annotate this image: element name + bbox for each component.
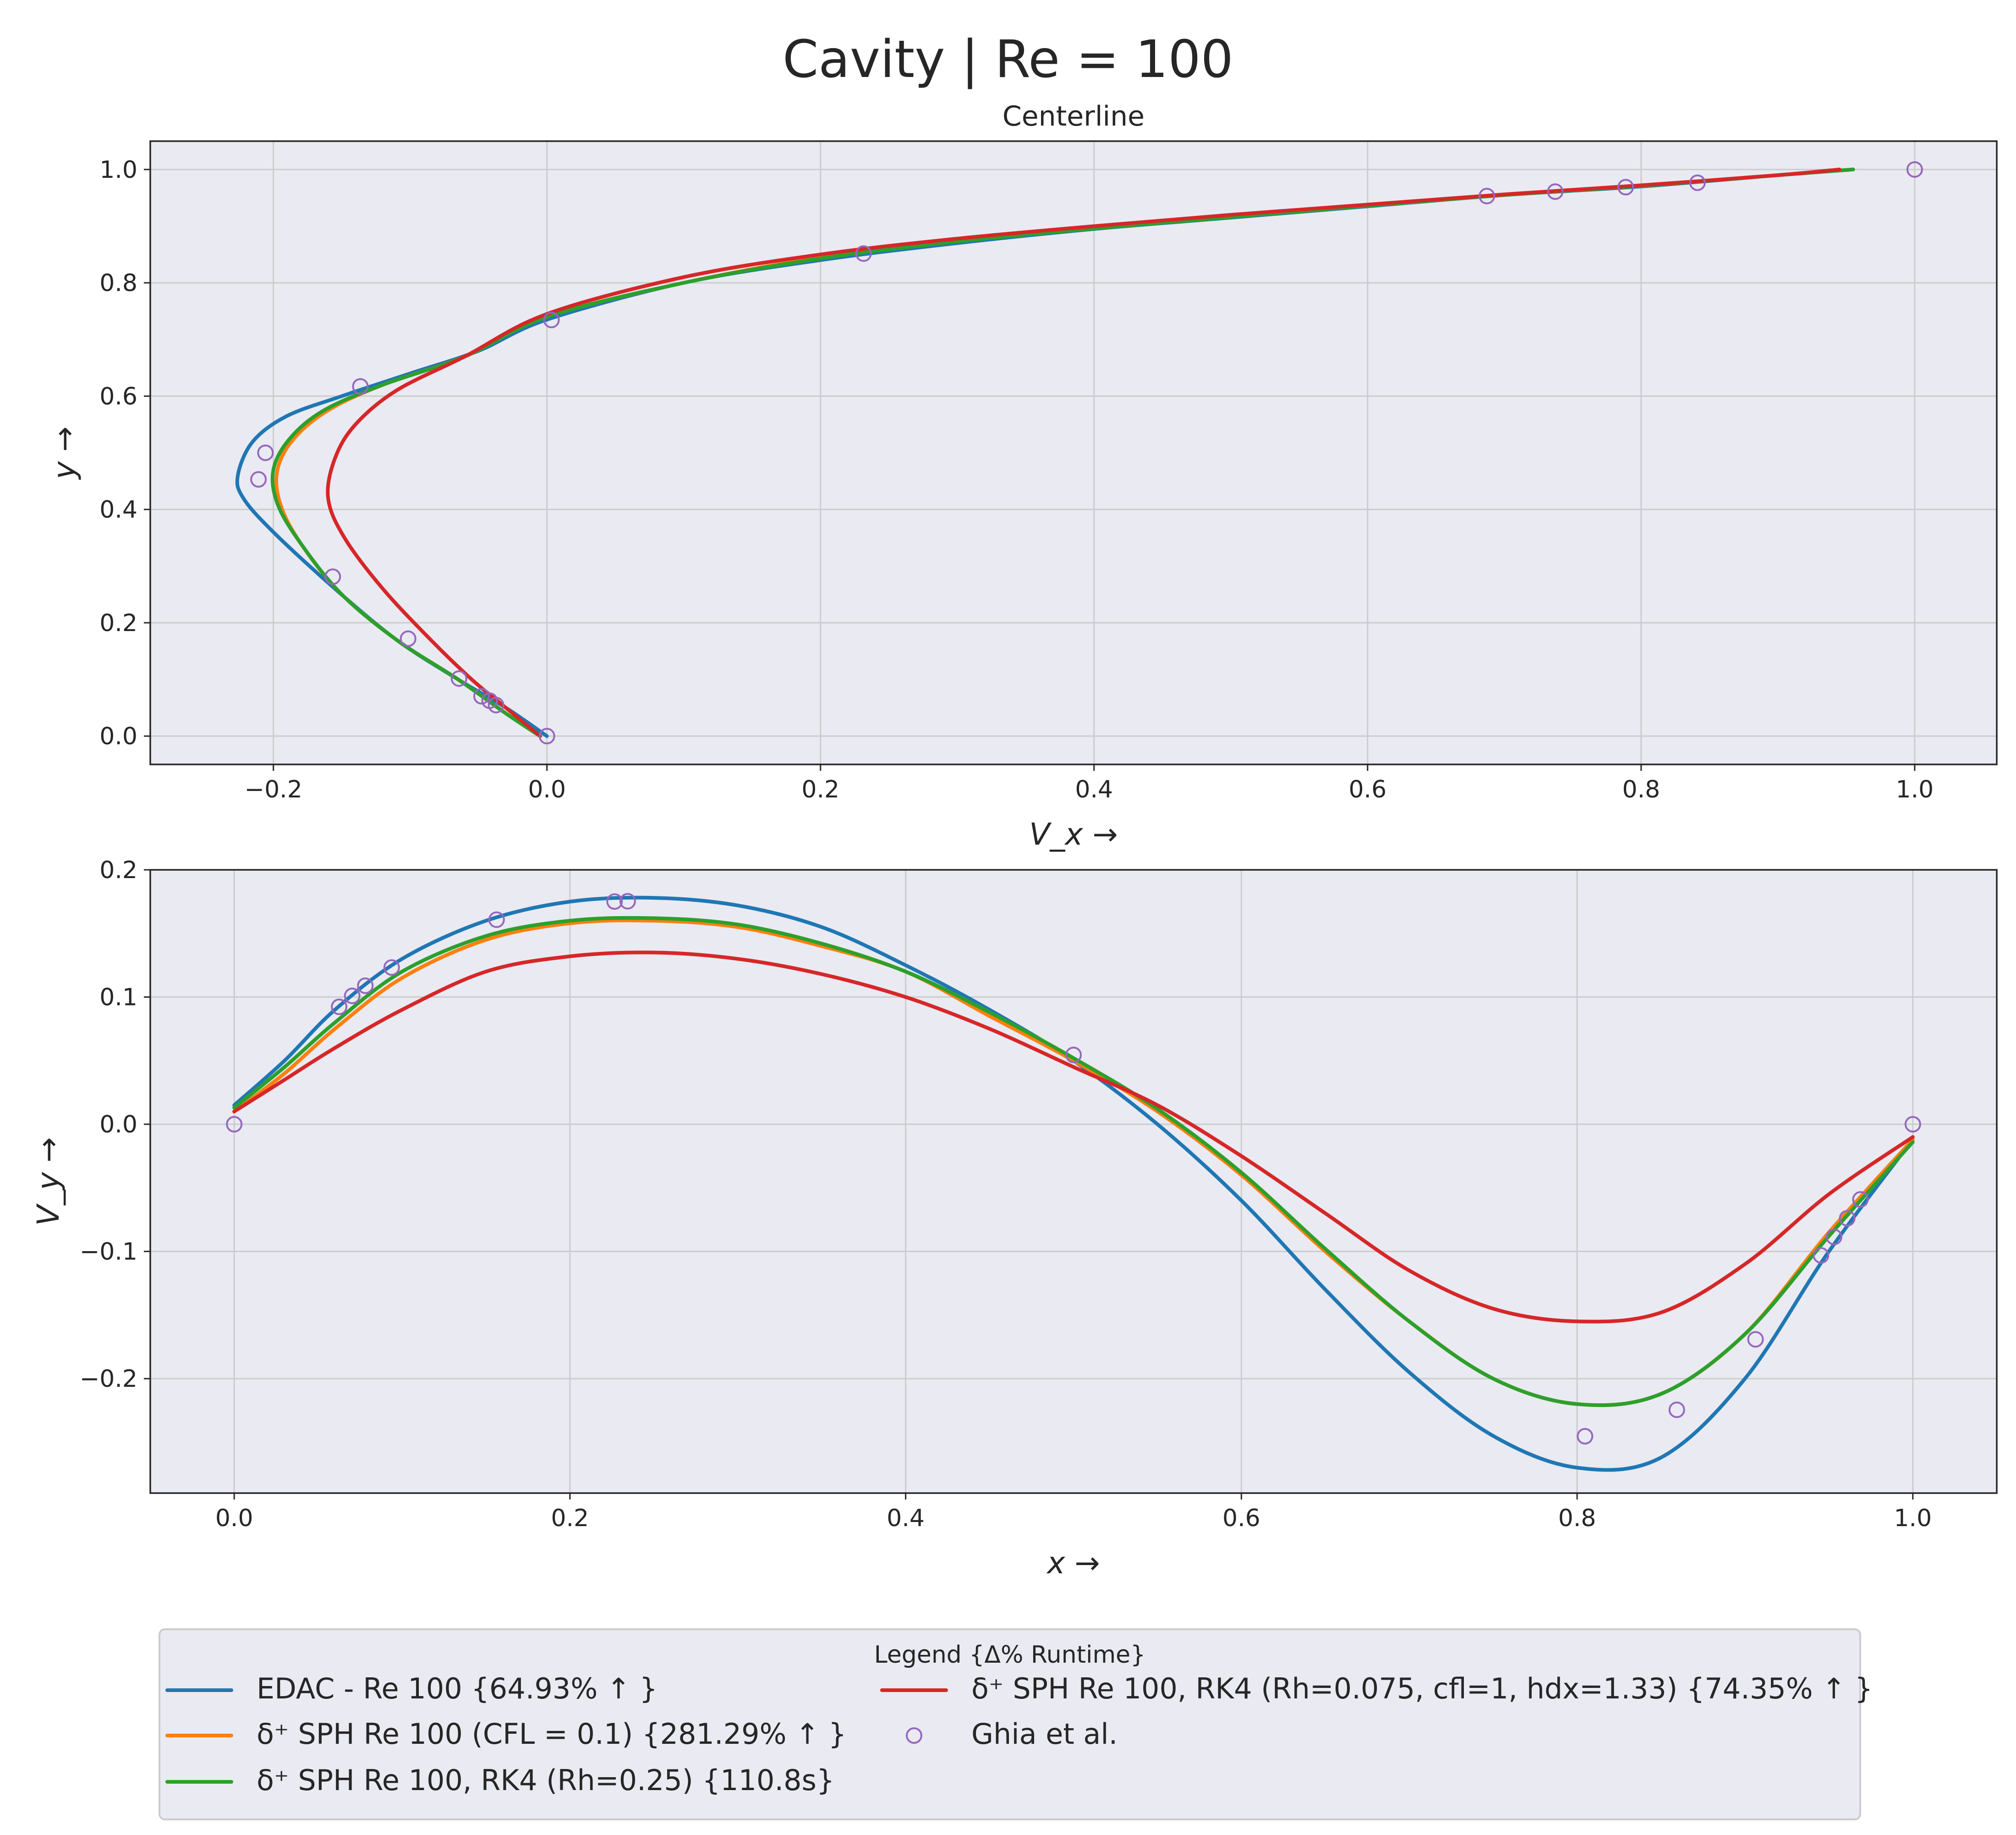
- bottom-xtick-label: 0.2: [551, 1505, 589, 1532]
- bottom-ghia-point: [606, 893, 623, 910]
- top-ytick-label: 1.0: [99, 156, 137, 184]
- top-ytick-label: 0.4: [99, 496, 137, 524]
- legend-items: EDAC - Re 100 {64.93% ↑ } δ⁺ SPH Re 100 (…: [165, 1672, 1873, 1797]
- top-ytick-label: 0.8: [99, 269, 137, 297]
- bottom-series-dsph_rk4_rh: [232, 950, 1915, 1324]
- top-ghia-point: [473, 688, 490, 705]
- bottom-ytick-label: 0.2: [99, 857, 137, 884]
- bottom-ytick-label: −0.2: [80, 1365, 137, 1393]
- bottom-ghia-point: [344, 988, 361, 1005]
- bottom-ytick-label: −0.1: [80, 1238, 137, 1266]
- bottom-ghia-point: [1813, 1247, 1830, 1264]
- bottom-ytick-label: 0.0: [99, 1111, 137, 1138]
- bottom-axes: 0.0 0.2 0.4 0.6 0.8 1.0 −0.2 −0.1 0.0 0.1 0.2 x → V_…: [31, 857, 1998, 1581]
- top-ghia-point: [324, 568, 341, 585]
- bottom-xtick-label: 0.4: [887, 1505, 925, 1532]
- top-xtick-label: 1.0: [1896, 776, 1934, 803]
- bottom-y-axis-label: V_y →: [31, 1137, 66, 1226]
- legend-label-dsph_rk4_rh: δ⁺ SPH Re 100, RK4 (Rh=0.075, cfl=1, hdx…: [971, 1672, 1873, 1705]
- top-ghia-point: [450, 670, 467, 687]
- top-ghia-point: [250, 471, 267, 488]
- bottom-xtick-label: 0.0: [215, 1505, 253, 1532]
- bottom-ghia-point: [619, 893, 636, 910]
- top-ghia-point: [1479, 187, 1496, 204]
- top-ghia-point: [855, 245, 872, 262]
- top-y-axis-label: y →: [47, 426, 82, 480]
- bottom-plot-area: [150, 870, 1997, 1493]
- top-ghia-point: [400, 630, 416, 647]
- legend-label-dsph_rk4: δ⁺ SPH Re 100, RK4 (Rh=0.25) {110.8s}: [257, 1764, 834, 1797]
- bottom-series-dsph_rk4: [232, 916, 1915, 1407]
- bottom-xtick-label: 0.6: [1222, 1505, 1260, 1532]
- bottom-ghia-point: [357, 977, 374, 994]
- top-ghia-point: [1547, 183, 1564, 200]
- top-xtick-label: 0.2: [801, 776, 839, 803]
- bottom-xtick-label: 0.8: [1558, 1505, 1596, 1532]
- top-xtick-label: −0.2: [245, 776, 302, 803]
- top-xtick-label: 0.0: [528, 776, 566, 803]
- bottom-ghia-point: [1668, 1401, 1685, 1418]
- legend-title: Legend {Δ% Runtime}: [874, 1641, 1145, 1669]
- top-axes: −0.2 0.0 0.2 0.4 0.6 0.8 1.0 0.0 0.2 0.4 0.6 0.8 1.0…: [47, 100, 1998, 852]
- top-series-dsph_rk4_rh: [326, 167, 1841, 738]
- bottom-xtick-label: 1.0: [1894, 1505, 1932, 1532]
- bottom-ghia-point: [1839, 1210, 1856, 1227]
- bottom-ghia-point: [1065, 1046, 1082, 1063]
- figure-title: Cavity | Re = 100: [783, 30, 1233, 89]
- legend-swatch-ghia: [906, 1727, 922, 1744]
- top-subplot-title: Centerline: [1003, 100, 1145, 132]
- legend-frame: [159, 1628, 1861, 1820]
- top-axes-frame: [149, 140, 1998, 765]
- top-ghia-point: [538, 728, 555, 745]
- top-ghia-point: [1617, 179, 1634, 196]
- top-xtick-label: 0.8: [1622, 776, 1660, 803]
- bottom-x-axis-label: x →: [1046, 1545, 1100, 1581]
- bottom-ghia-point: [383, 959, 400, 976]
- bottom-ghia-point: [1577, 1428, 1594, 1445]
- bottom-ghia-point: [226, 1116, 243, 1133]
- bottom-ghia-point: [488, 911, 505, 928]
- legend-label-ghia: Ghia et al.: [971, 1717, 1118, 1751]
- bottom-ghia-point: [1825, 1229, 1842, 1246]
- top-xtick-label: 0.4: [1075, 776, 1113, 803]
- bottom-ytick-label: 0.1: [99, 984, 137, 1011]
- bottom-axes-frame: [149, 869, 1998, 1494]
- legend: Legend {Δ% Runtime} EDAC - Re 100 {64.93…: [159, 1628, 1873, 1820]
- top-plot-area: [150, 141, 1997, 764]
- top-ghia-point: [1906, 161, 1923, 178]
- top-ytick-label: 0.6: [99, 383, 137, 410]
- top-ytick-label: 0.0: [99, 723, 137, 750]
- top-ghia-point: [543, 312, 560, 329]
- top-ghia-point: [352, 378, 369, 395]
- bottom-ghia-point: [1904, 1116, 1921, 1133]
- top-ghia-point: [481, 692, 498, 709]
- top-ghia-point: [1689, 174, 1706, 191]
- bottom-ghia-point: [331, 998, 348, 1015]
- legend-label-edac: EDAC - Re 100 {64.93% ↑ }: [257, 1672, 657, 1705]
- top-x-axis-label: V_x →: [1029, 817, 1118, 852]
- top-ytick-label: 0.2: [99, 610, 137, 637]
- bottom-ghia-point: [1852, 1191, 1869, 1208]
- top-series-group: [235, 161, 1923, 745]
- top-xtick-label: 0.6: [1348, 776, 1386, 803]
- bottom-series-group: [226, 893, 1921, 1472]
- legend-label-dsph_cfl: δ⁺ SPH Re 100 (CFL = 0.1) {281.29% ↑ }: [257, 1717, 846, 1751]
- top-ghia-point: [257, 445, 274, 461]
- bottom-ghia-point: [1747, 1331, 1764, 1348]
